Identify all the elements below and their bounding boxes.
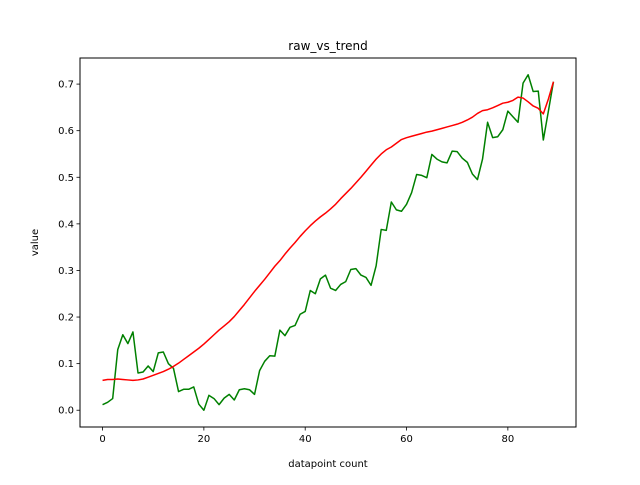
y-tick-label: 0.1 [58,359,74,370]
x-axis-label: datapoint count [288,459,367,470]
y-tick-label: 0.0 [58,406,74,417]
y-tick-label: 0.5 [58,173,74,184]
y-tick-label: 0.7 [58,80,74,91]
plot-frame [79,57,577,428]
y-tick-label: 0.3 [58,266,74,277]
x-axis-ticks: 0 20 40 60 80 [99,427,514,445]
y-tick-label: 0.4 [58,219,74,230]
y-tick-label: 0.2 [58,313,74,324]
x-tick-label: 80 [501,434,514,445]
y-axis-ticks: 0.0 0.1 0.2 0.3 0.4 0.5 0.6 0.7 [58,80,80,417]
plot-lines [102,74,555,411]
series-line-1 [102,74,555,411]
y-tick-label: 0.6 [58,126,74,137]
x-tick-label: 20 [198,434,211,445]
x-tick-label: 0 [99,434,105,445]
x-tick-label: 40 [299,434,312,445]
x-tick-label: 60 [400,434,413,445]
chart-title: raw_vs_trend [288,39,367,53]
y-axis-label: value [30,229,41,256]
series-line-2 [102,81,555,382]
